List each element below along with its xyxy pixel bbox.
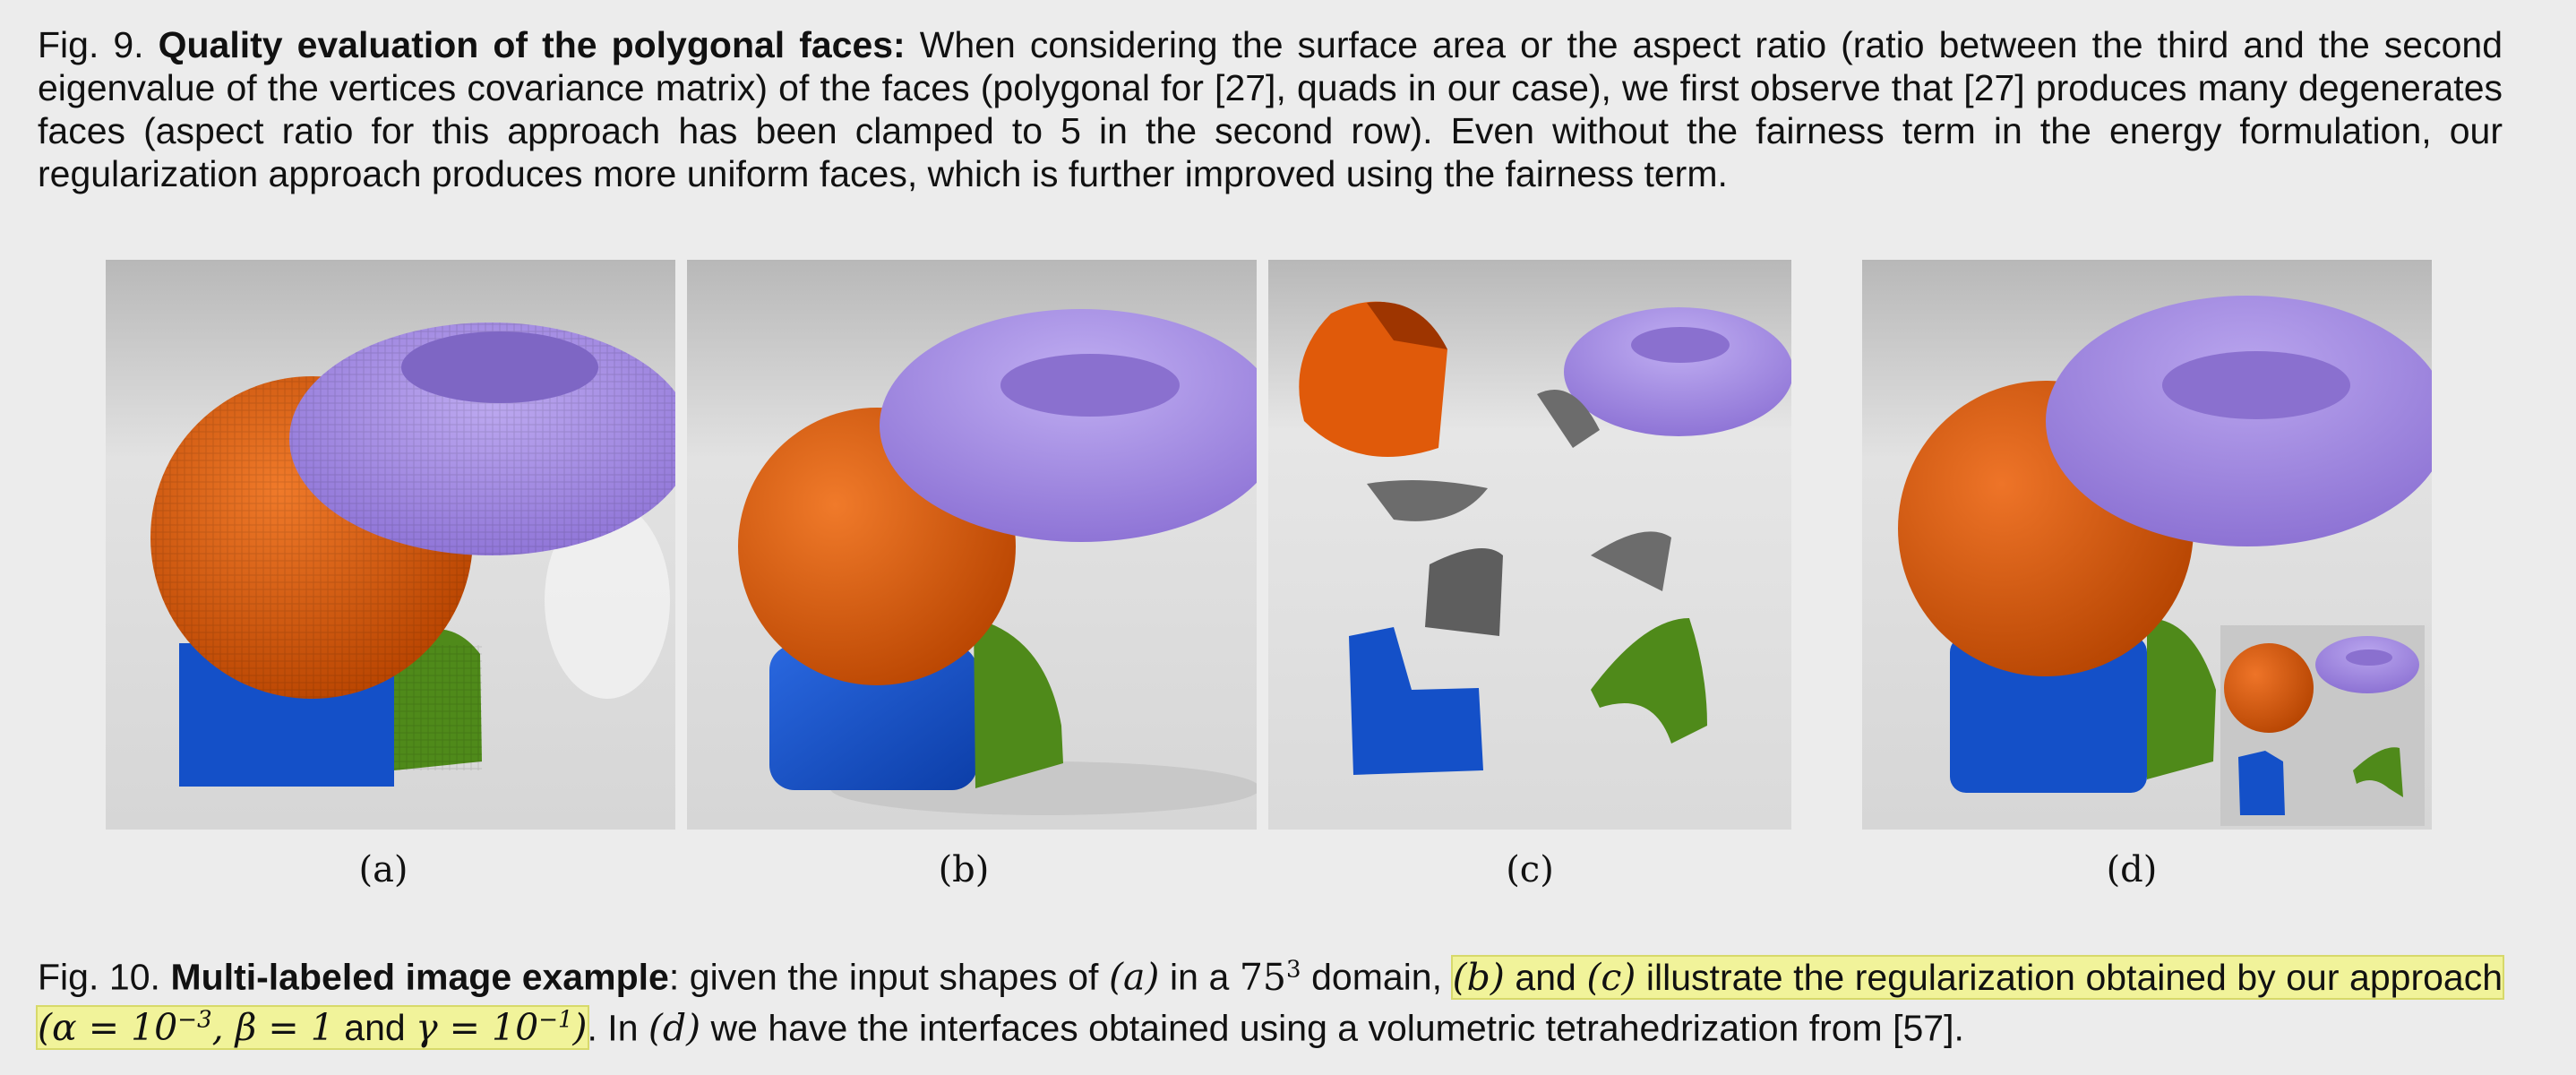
math-beta: , β = 1 (211, 1006, 334, 1050)
fig9-prefix: Fig. 9. (38, 24, 159, 65)
panel-b-regularized (687, 260, 1257, 830)
panel-a-voxel-input (106, 260, 675, 830)
math-alpha-exp: −3 (177, 1006, 212, 1034)
figure-10-caption: Fig. 10. Multi-labeled image example: gi… (35, 948, 2505, 1051)
subfigure-label-d: (d) (2106, 849, 2158, 890)
fig9-title: Quality evaluation of the polygonal face… (158, 24, 906, 65)
fig10-text-3: domain, (1301, 956, 1453, 998)
cone-shape (1591, 618, 1707, 744)
interface-patch (1425, 548, 1503, 636)
math-d: (d) (648, 1006, 701, 1050)
interface-patch (1367, 480, 1488, 521)
cone-shape (974, 618, 1063, 788)
fig10-text-5: illustrate the regularization obtained b… (1636, 956, 2503, 998)
math-alpha: (α = 10 (38, 1006, 178, 1050)
panel-c-render (1268, 260, 1791, 830)
subfigure-label-a: (a) (358, 849, 408, 890)
cube-shape (1950, 636, 2147, 793)
fig10-text-7: . In (587, 1007, 648, 1049)
fig10-title: Multi-labeled image example (170, 956, 669, 998)
cube-shape (1349, 627, 1483, 775)
cube-shape (769, 645, 977, 790)
math-75: 75 (1239, 955, 1287, 999)
figure-9-caption: Fig. 9. Quality evaluation of the polygo… (38, 23, 2503, 195)
panel-b-render (687, 260, 1257, 830)
math-c: (c) (1586, 955, 1636, 999)
math-domain-size: 753 (1240, 956, 1301, 999)
subfigure-label-c: (c) (1506, 849, 1554, 890)
inset-exploded-view (2220, 625, 2425, 826)
math-params: (α = 10−3, β = 1 (38, 1006, 334, 1049)
panel-a-render (106, 260, 675, 830)
math-b: (b) (1452, 955, 1505, 999)
fig9-body: When considering the surface area or the… (38, 24, 2503, 194)
panel-d-tetrahedrization (1862, 260, 2432, 830)
panel-d-render (1862, 260, 2432, 830)
cone-shape (2147, 618, 2216, 779)
math-gamma: γ = 10 (416, 1006, 539, 1050)
math-close-paren: ) (572, 1006, 588, 1050)
panel-c-exploded-view (1268, 260, 1791, 830)
fig10-text-1: : given the input shapes of (668, 956, 1109, 998)
torus-shape (2046, 296, 2432, 546)
interface-patch (1591, 531, 1671, 591)
torus-shape (1564, 307, 1791, 436)
math-exponent: 3 (1286, 956, 1301, 983)
subfigure-label-b: (b) (938, 849, 990, 890)
fig10-text-8: we have the interfaces obtained using a … (700, 1007, 1964, 1049)
fig10-text-6: and (333, 1007, 416, 1049)
interface-patch (1537, 390, 1600, 448)
math-gamma-exp: −1 (538, 1006, 573, 1034)
fig10-text-2: in a (1159, 956, 1240, 998)
fig10-text-4: and (1504, 956, 1587, 998)
math-a: (a) (1108, 955, 1160, 999)
fig10-prefix: Fig. 10. (38, 956, 171, 998)
math-gamma-wrap: γ = 10−1) (416, 1006, 587, 1049)
